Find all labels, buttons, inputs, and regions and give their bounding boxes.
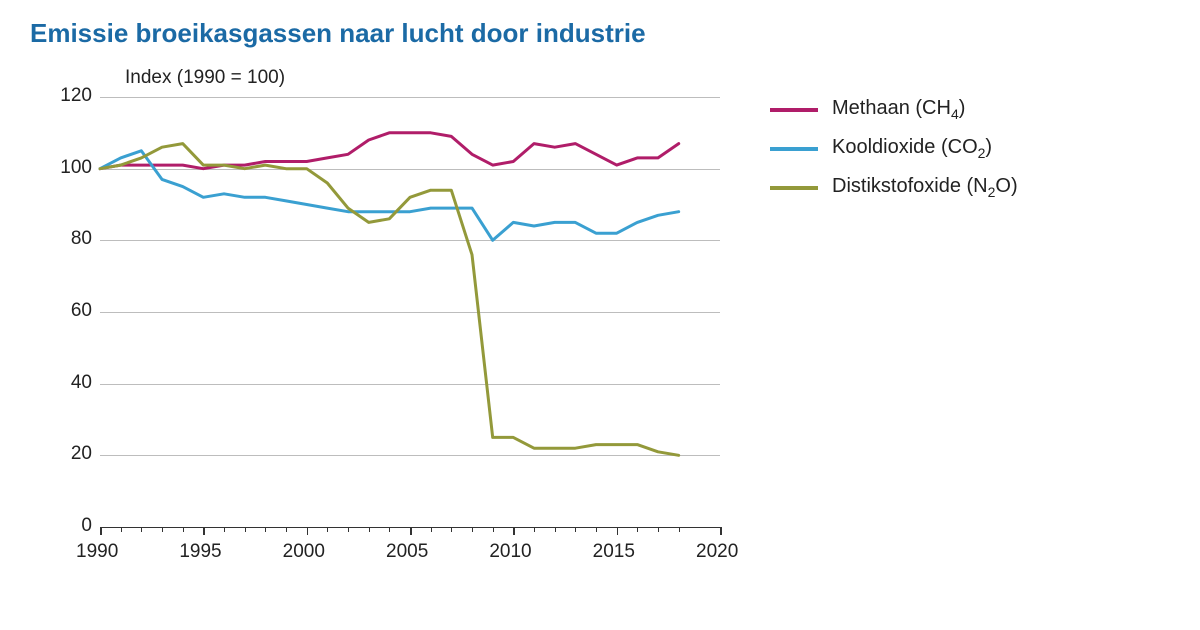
legend-item-ch4: Methaan (CH4) bbox=[770, 97, 1018, 122]
legend-label: Kooldioxide (CO2) bbox=[832, 136, 992, 161]
chart-page: Emissie broeikasgassen naar lucht door i… bbox=[0, 0, 1200, 630]
legend: Methaan (CH4) Kooldioxide (CO2) Distikstof… bbox=[770, 97, 1018, 214]
line-chart: Index (1990 = 100)0204060801001201990199… bbox=[30, 57, 730, 577]
legend-item-co2: Kooldioxide (CO2) bbox=[770, 136, 1018, 161]
legend-swatch bbox=[770, 108, 818, 112]
series-svg bbox=[30, 57, 730, 577]
legend-swatch bbox=[770, 147, 818, 151]
legend-swatch bbox=[770, 186, 818, 190]
chart-wrap: Index (1990 = 100)0204060801001201990199… bbox=[30, 57, 1180, 577]
legend-label: Methaan (CH4) bbox=[832, 97, 965, 122]
series-ch4 bbox=[100, 133, 679, 169]
legend-label: Distikstofoxide (N2O) bbox=[832, 175, 1018, 200]
series-co2 bbox=[100, 151, 679, 241]
legend-item-n2o: Distikstofoxide (N2O) bbox=[770, 175, 1018, 200]
chart-title: Emissie broeikasgassen naar lucht door i… bbox=[30, 18, 1180, 49]
